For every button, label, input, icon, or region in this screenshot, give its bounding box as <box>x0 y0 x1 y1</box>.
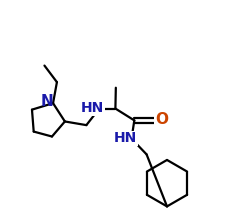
Text: N: N <box>41 94 53 109</box>
Text: O: O <box>155 112 168 127</box>
Text: HN: HN <box>114 131 137 145</box>
Text: HN: HN <box>81 101 104 115</box>
